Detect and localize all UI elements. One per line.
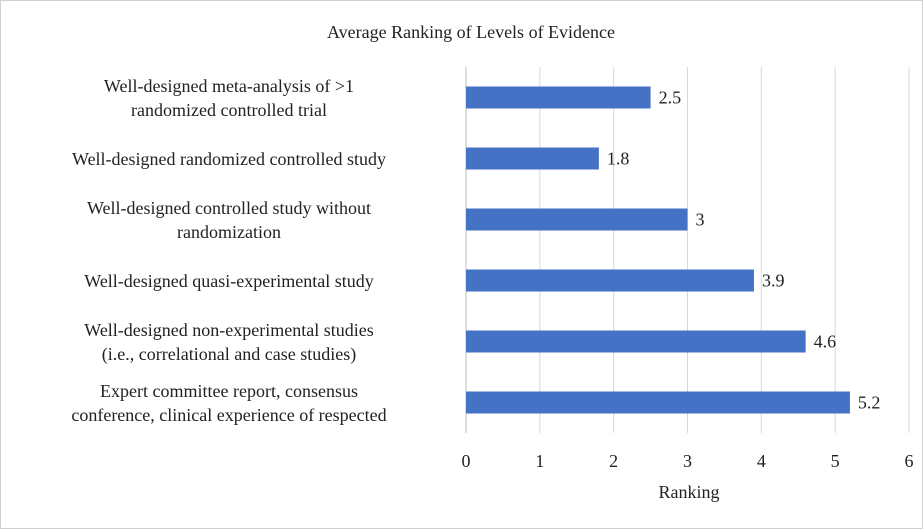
x-tick-label: 5 [831, 451, 840, 471]
bar [466, 330, 806, 353]
data-label: 5.2 [858, 393, 881, 413]
bar [466, 86, 651, 109]
x-axis-label: Ranking [659, 482, 720, 502]
data-label: 3.9 [762, 271, 785, 291]
data-label: 1.8 [607, 149, 630, 169]
data-label: 4.6 [814, 332, 837, 352]
data-label: 2.5 [659, 88, 682, 108]
y-tick-label: Well-designed randomized controlled stud… [72, 148, 386, 169]
y-tick-label: Well-designed non-experimental studies (… [84, 319, 374, 364]
x-tick-label: 3 [683, 451, 692, 471]
bar [466, 391, 850, 414]
x-tick-label: 0 [462, 451, 471, 471]
bar [466, 269, 754, 292]
y-tick-label: Well-designed meta-analysis of >1 random… [103, 75, 355, 120]
y-tick-label: Well-designed controlled study without r… [86, 197, 371, 242]
x-tick-label: 4 [757, 451, 766, 471]
x-tick-label: 1 [535, 451, 544, 471]
data-label: 3 [696, 210, 705, 230]
y-tick-label: Expert committee report, consensus confe… [71, 380, 387, 425]
bar [466, 208, 688, 231]
bar [466, 147, 599, 170]
x-tick-label: 2 [609, 451, 618, 471]
y-tick-label: Well-designed quasi-experimental study [84, 270, 374, 291]
chart-title: Average Ranking of Levels of Evidence [327, 22, 615, 42]
x-tick-label: 6 [905, 451, 914, 471]
